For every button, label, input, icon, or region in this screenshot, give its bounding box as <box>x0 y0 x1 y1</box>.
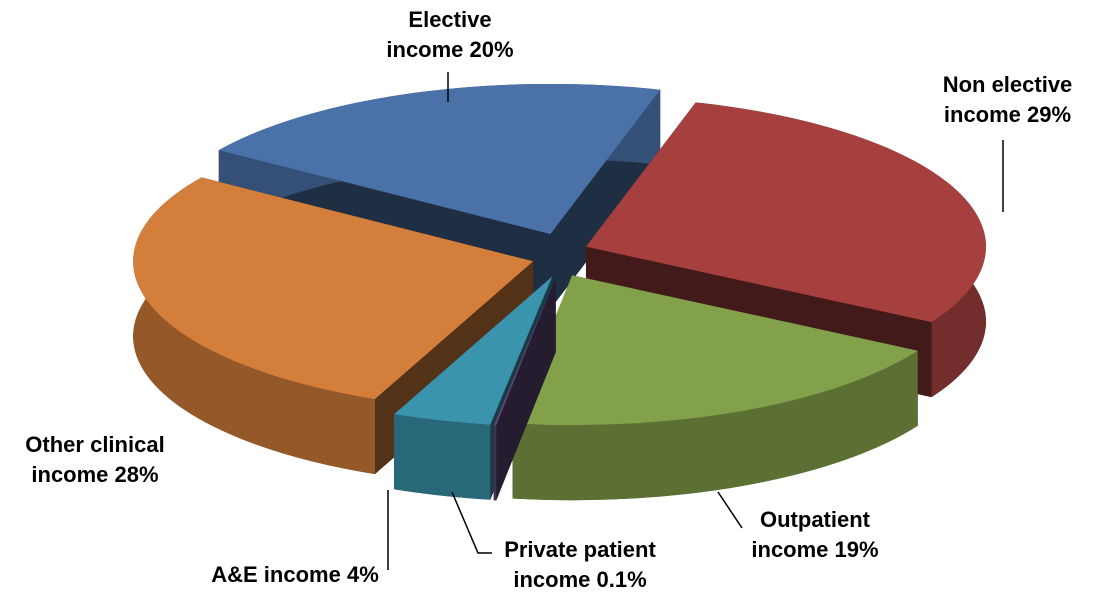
category-label: Other clinical income <box>25 432 165 487</box>
value-label: 29% <box>1027 102 1072 127</box>
category-label: Non elective income <box>942 72 1073 127</box>
leader-line <box>717 491 743 529</box>
slice-side <box>394 414 491 500</box>
slice <box>585 102 986 323</box>
category-label: Private patient income <box>504 537 656 592</box>
value-label: 19% <box>834 537 879 562</box>
slice <box>493 277 556 426</box>
data-label: Elective income 20% <box>370 5 530 65</box>
slice <box>512 275 918 426</box>
category-label: Outpatient income <box>751 507 870 562</box>
leader-lines <box>387 72 1004 570</box>
value-label: 4% <box>346 562 379 587</box>
value-label: 0.1% <box>596 567 647 592</box>
category-label: A&E income <box>211 562 341 587</box>
category-label: Elective income <box>386 7 492 62</box>
value-label: 20% <box>469 37 514 62</box>
slice-side <box>512 350 918 501</box>
pie <box>133 83 986 501</box>
slice-wall <box>493 277 556 501</box>
slice <box>218 83 661 234</box>
slice <box>133 177 534 400</box>
data-label: Private patient income 0.1% <box>475 535 685 595</box>
data-label: A&E income 4% <box>185 560 405 590</box>
data-label: Non elective income 29% <box>920 70 1095 130</box>
value-label: 28% <box>114 462 159 487</box>
data-label: Outpatient income 19% <box>725 505 905 565</box>
data-label: Other clinical income 28% <box>0 430 190 490</box>
slice-side <box>493 425 497 501</box>
slice <box>394 276 553 425</box>
leader-line <box>451 491 492 554</box>
